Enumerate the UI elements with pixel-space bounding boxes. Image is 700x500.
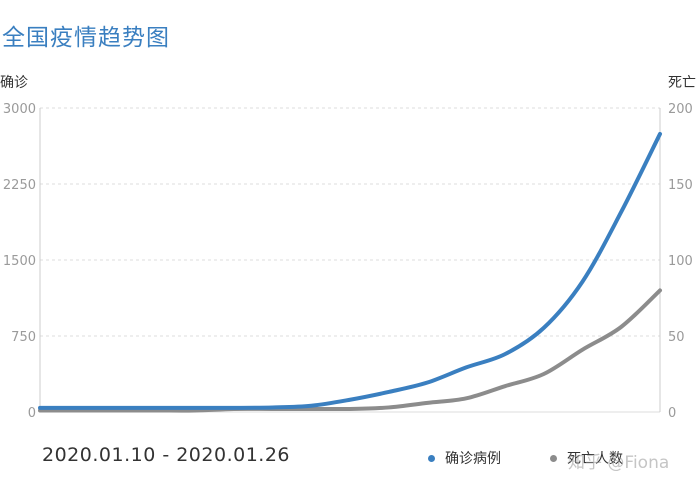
left-tick-label: 750 xyxy=(11,330,36,345)
right-tick-label: 150 xyxy=(668,178,693,193)
legend-dot-confirmed xyxy=(428,454,435,462)
legend-label-confirmed: 确诊病例 xyxy=(445,451,501,467)
legend-dot-deaths xyxy=(550,454,557,462)
page-title: 全国疫情趋势图 xyxy=(2,25,170,51)
date-range: 2020.01.10 - 2020.01.26 xyxy=(42,444,291,466)
right-tick-label: 100 xyxy=(668,254,693,269)
legend-deaths[interactable]: 死亡人数 xyxy=(550,448,623,468)
left-tick-label: 1500 xyxy=(3,254,36,269)
watermark: 知乎 @Fiona xyxy=(568,453,670,473)
right-tick-label: 0 xyxy=(668,406,676,421)
left-tick-label: 3000 xyxy=(3,102,36,117)
right-tick-label: 200 xyxy=(668,102,693,117)
deaths-series-line xyxy=(38,288,662,413)
legend-confirmed[interactable]: 确诊病例 xyxy=(428,448,501,468)
confirmed-series-line xyxy=(38,131,662,410)
right-axis-label: 死亡 xyxy=(668,75,696,91)
right-tick-label: 50 xyxy=(668,330,685,345)
left-axis-label: 确诊 xyxy=(0,75,28,91)
left-tick-label: 0 xyxy=(28,406,36,421)
left-tick-label: 2250 xyxy=(3,178,36,193)
legend-label-deaths: 死亡人数 xyxy=(567,451,623,467)
